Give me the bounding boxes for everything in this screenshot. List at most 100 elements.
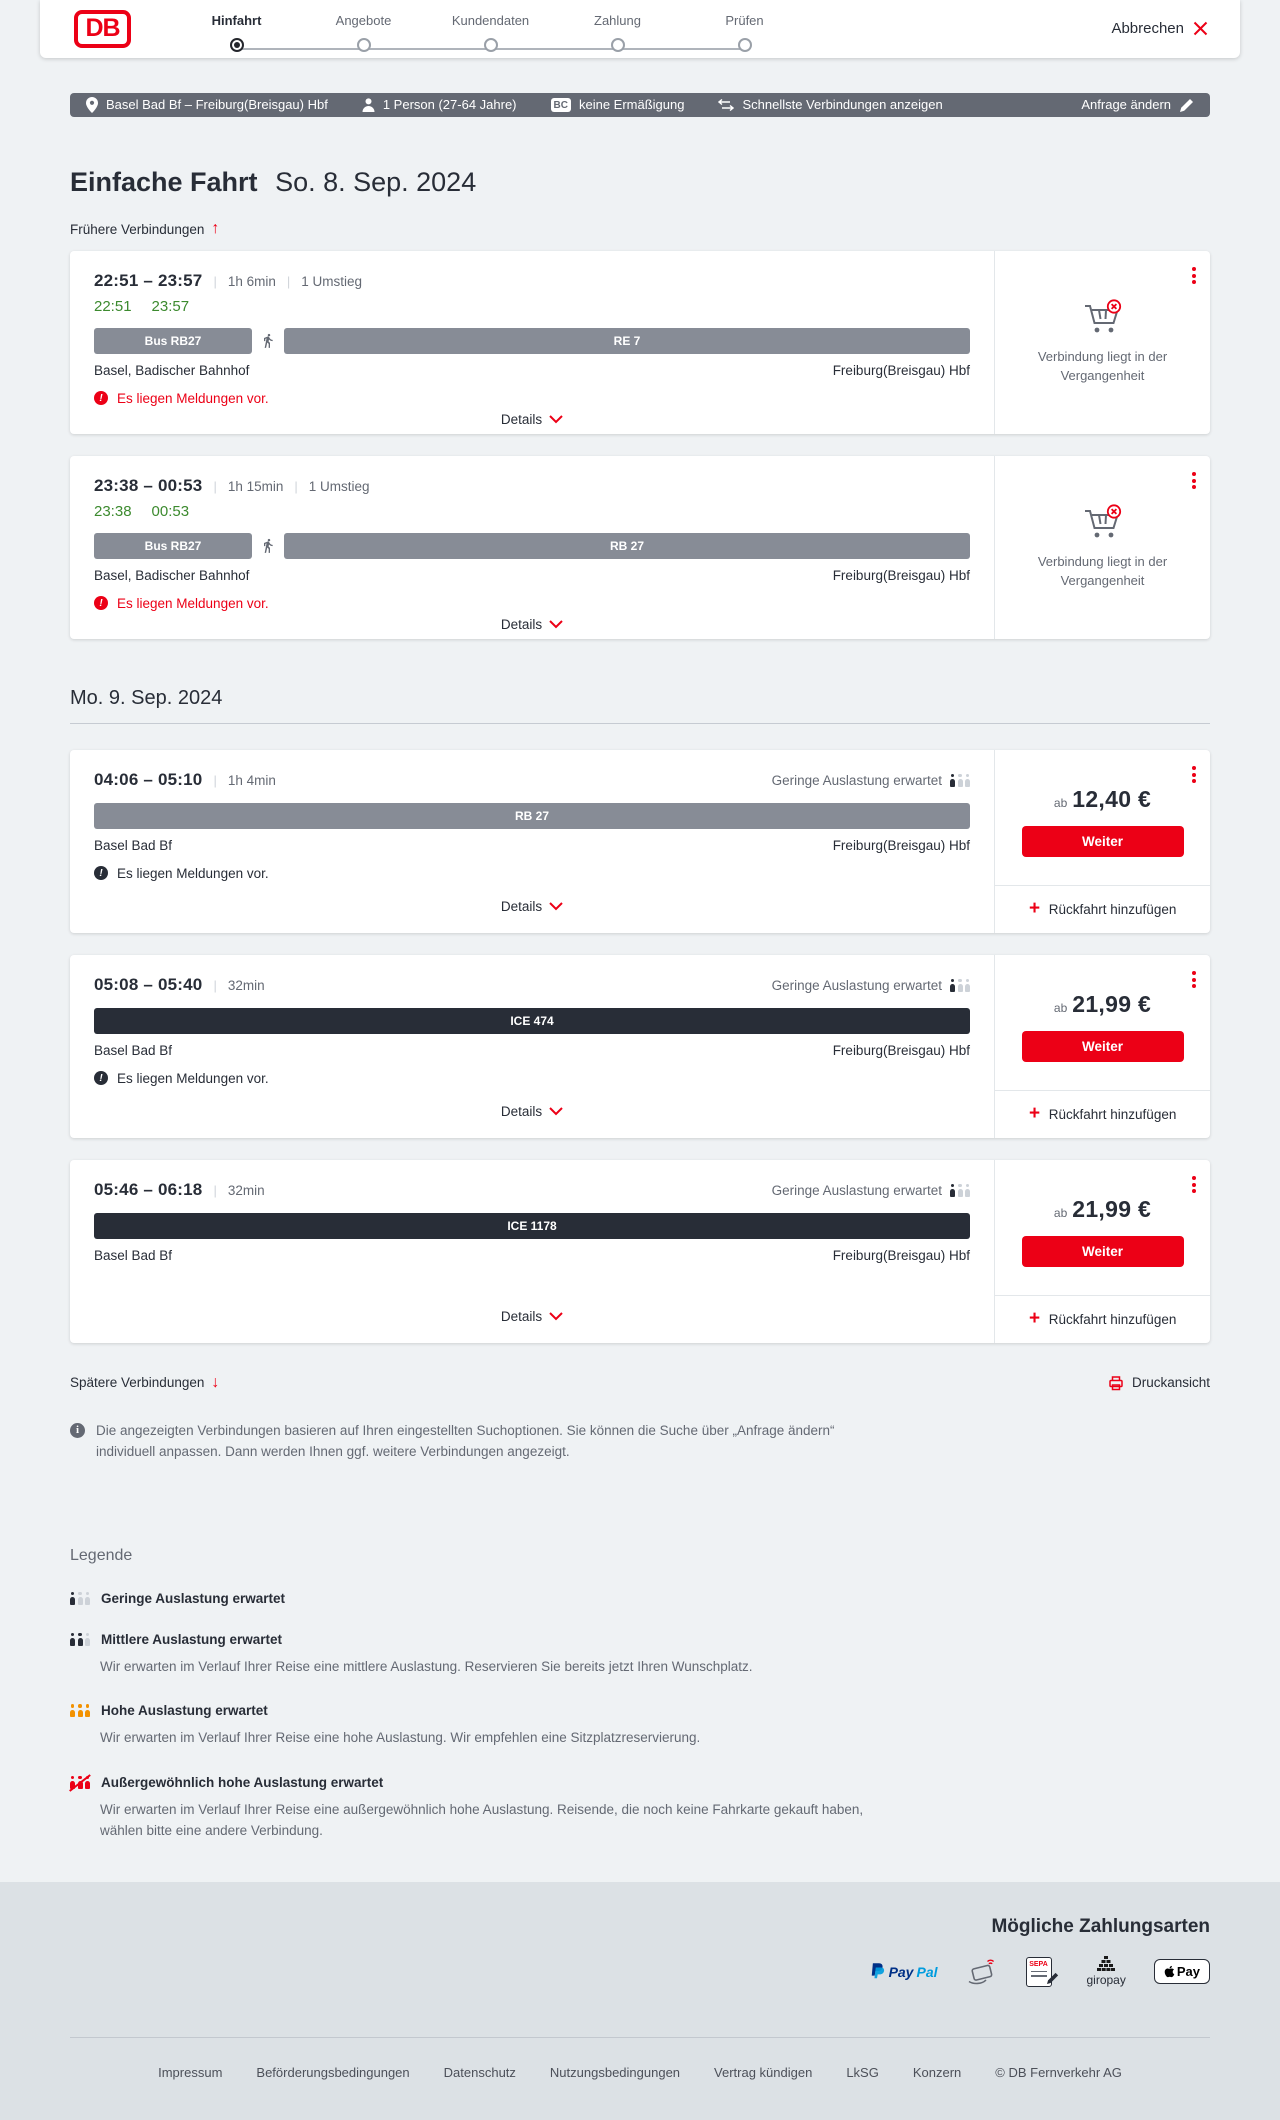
details-label: Details xyxy=(500,616,543,632)
arrival-station: Freiburg(Breisgau) Hbf xyxy=(832,837,970,853)
sort-summary[interactable]: Schnellste Verbindungen anzeigen xyxy=(718,97,943,112)
add-return-button[interactable]: Rückfahrt hinzufügen xyxy=(1029,1312,1177,1327)
details-label: Details xyxy=(500,898,543,914)
legend-item-low: Geringe Auslastung erwartet xyxy=(70,1591,1210,1606)
occupancy-indicator: Geringe Auslastung erwartet xyxy=(772,773,970,788)
payments-title: Mögliche Zahlungsarten xyxy=(991,1916,1210,1937)
connection-options-menu[interactable] xyxy=(1188,261,1200,291)
edit-search-button[interactable]: Anfrage ändern xyxy=(1081,97,1194,112)
discount-summary: BC keine Ermäßigung xyxy=(550,97,684,112)
connection-side-panel: Verbindung liegt in der Vergangenheit xyxy=(994,250,1210,434)
step-zahlung[interactable]: Zahlung xyxy=(554,12,681,52)
footer-link-konzern[interactable]: Konzern xyxy=(912,2065,962,2080)
connection-options-menu[interactable] xyxy=(1188,1170,1200,1200)
footer-link-lksg[interactable]: LkSG xyxy=(846,2065,879,2080)
db-logo[interactable]: DB xyxy=(74,9,131,48)
step-hinfahrt[interactable]: Hinfahrt xyxy=(173,12,300,52)
continue-button[interactable]: Weiter xyxy=(1021,825,1184,857)
departure-station: Basel Bad Bf xyxy=(94,837,173,853)
connection-duration: 1h 6min xyxy=(227,273,276,289)
step-angebote[interactable]: Angebote xyxy=(300,12,427,52)
message-text: Es liegen Meldungen vor. xyxy=(117,595,269,611)
connection-duration: 1h 15min xyxy=(227,478,284,494)
connection-options-menu[interactable] xyxy=(1188,965,1200,995)
arrival-station: Freiburg(Breisgau) Hbf xyxy=(832,1247,970,1263)
cancel-button[interactable]: Abbrechen xyxy=(1111,20,1208,37)
footer-links: Impressum Beförderungsbedingungen Datens… xyxy=(70,2038,1210,2120)
message-text: Es liegen Meldungen vor. xyxy=(117,1070,269,1086)
add-return-label: Rückfahrt hinzufügen xyxy=(1048,1106,1177,1122)
details-label: Details xyxy=(500,411,543,427)
connection-side-panel: ab 21,99 € Weiter Rückfahrt hinzufügen xyxy=(994,954,1210,1138)
legend-item-very-high: Außergewöhnlich hohe Auslastung erwartet… xyxy=(70,1775,1210,1842)
legend-item-medium: Mittlere Auslastung erwartet Wir erwarte… xyxy=(70,1632,1210,1678)
journey-segments: Bus RB27 RE 7 xyxy=(94,327,970,354)
arrow-down-icon: ↓ xyxy=(211,1373,220,1391)
connection-message[interactable]: Es liegen Meldungen vor. xyxy=(94,866,970,881)
legend-section: Legende Geringe Auslastung erwartet Mitt… xyxy=(70,1547,1210,1842)
past-note-text: Verbindung liegt in der Vergangenheit xyxy=(1037,348,1168,383)
footer-link-vertrag-kuendigen[interactable]: Vertrag kündigen xyxy=(714,2065,813,2080)
continue-button[interactable]: Weiter xyxy=(1021,1235,1184,1267)
warning-icon xyxy=(94,391,108,406)
connection-card: 04:06 – 05:10 | 1h 4min Geringe Auslastu… xyxy=(70,749,1210,933)
earlier-connections-button[interactable]: Frühere Verbindungen ↑ xyxy=(70,220,220,238)
footer-link-datenschutz[interactable]: Datenschutz xyxy=(443,2065,516,2080)
connection-times: 22:51 – 23:57 xyxy=(94,270,203,290)
connection-options-menu[interactable] xyxy=(1188,760,1200,790)
segment-train: ICE 474 xyxy=(94,1007,970,1034)
details-label: Details xyxy=(500,1308,543,1324)
add-return-button[interactable]: Rückfahrt hinzufügen xyxy=(1029,902,1177,917)
message-text: Es liegen Meldungen vor. xyxy=(117,865,269,881)
connection-times: 05:08 – 05:40 xyxy=(94,974,203,994)
realtime-departure: 22:51 xyxy=(94,297,132,315)
legend-item-title: Hohe Auslastung erwartet xyxy=(101,1703,268,1719)
connection-transfers: 1 Umstieg xyxy=(308,478,370,494)
connection-card: 22:51 – 23:57 | 1h 6min | 1 Umstieg 22:5… xyxy=(70,250,1210,434)
day2-divider xyxy=(70,722,1210,724)
price-value: 12,40 € xyxy=(1072,785,1152,812)
realtime-arrival: 23:57 xyxy=(151,297,190,315)
connection-times: 05:46 – 06:18 xyxy=(94,1179,203,1199)
details-toggle[interactable]: Details xyxy=(497,611,567,638)
occupancy-medium-icon xyxy=(70,1632,90,1646)
plus-icon xyxy=(1029,1312,1040,1326)
details-toggle[interactable]: Details xyxy=(497,406,567,433)
footer-link-befoerderungsbedingungen[interactable]: Beförderungsbedingungen xyxy=(256,2065,410,2080)
departure-station: Basel Bad Bf xyxy=(94,1247,173,1263)
connection-duration: 1h 4min xyxy=(227,772,276,788)
step-kundendaten[interactable]: Kundendaten xyxy=(427,12,554,52)
step-label: Hinfahrt xyxy=(211,12,262,28)
arrival-station: Freiburg(Breisgau) Hbf xyxy=(832,362,970,378)
details-toggle[interactable]: Details xyxy=(497,1098,567,1125)
occupancy-indicator: Geringe Auslastung erwartet xyxy=(772,1183,970,1198)
warning-icon xyxy=(94,596,108,611)
connection-options-menu[interactable] xyxy=(1188,466,1200,496)
segment-bus: Bus RB27 xyxy=(94,532,252,559)
occupancy-very-high-icon xyxy=(70,1775,90,1789)
occupancy-low-icon xyxy=(950,978,970,992)
continue-button[interactable]: Weiter xyxy=(1021,1030,1184,1062)
legend-item-description: Wir erwarten im Verlauf Ihrer Reise eine… xyxy=(100,1801,864,1839)
plus-icon xyxy=(1029,902,1040,916)
add-return-button[interactable]: Rückfahrt hinzufügen xyxy=(1029,1107,1177,1122)
details-toggle[interactable]: Details xyxy=(497,1303,567,1330)
occupancy-indicator: Geringe Auslastung erwartet xyxy=(772,978,970,993)
connection-message[interactable]: Es liegen Meldungen vor. xyxy=(94,391,970,406)
footer-link-impressum[interactable]: Impressum xyxy=(158,2065,223,2080)
connection-message[interactable]: Es liegen Meldungen vor. xyxy=(94,1071,970,1086)
connection-side-panel: ab 12,40 € Weiter Rückfahrt hinzufügen xyxy=(994,749,1210,933)
print-view-button[interactable]: Druckansicht xyxy=(1108,1375,1210,1391)
occupancy-text: Geringe Auslastung erwartet xyxy=(771,977,942,993)
price-block: ab 12,40 € xyxy=(1013,786,1192,813)
footer-link-nutzungsbedingungen[interactable]: Nutzungsbedingungen xyxy=(549,2065,681,2080)
realtime-times: 22:51 23:57 xyxy=(94,298,970,315)
add-return-label: Rückfahrt hinzufügen xyxy=(1048,1311,1177,1327)
arrow-up-icon: ↑ xyxy=(211,220,220,238)
price-prefix: ab xyxy=(1053,1205,1068,1220)
connection-message[interactable]: Es liegen Meldungen vor. xyxy=(94,596,970,611)
step-pruefen[interactable]: Prüfen xyxy=(681,12,808,52)
details-toggle[interactable]: Details xyxy=(497,893,567,920)
later-connections-button[interactable]: Spätere Verbindungen ↓ xyxy=(70,1373,220,1391)
occupancy-low-icon xyxy=(950,773,970,787)
